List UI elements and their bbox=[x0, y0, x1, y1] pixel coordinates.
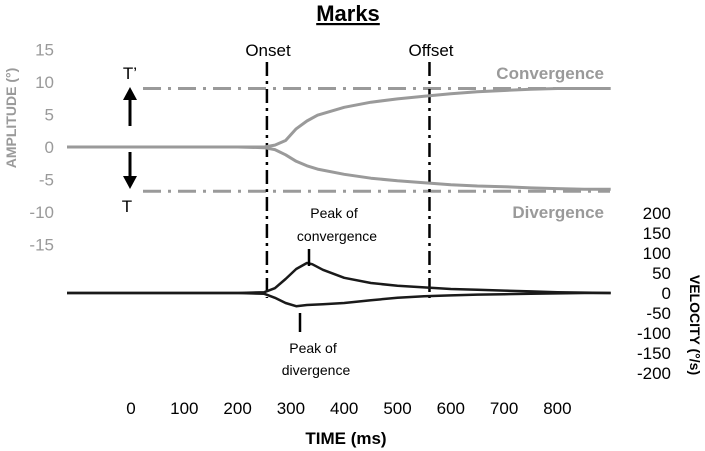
x-tick-label: 200 bbox=[223, 399, 251, 418]
convergence-series-line bbox=[67, 87, 611, 149]
data-series bbox=[67, 87, 611, 308]
x-tick-label: 0 bbox=[126, 399, 135, 418]
right-tick-label: -50 bbox=[646, 304, 671, 323]
divergence-label: Divergence bbox=[512, 203, 604, 222]
x-axis-tick-labels: 0 100 200 300 400 500 600 700 800 bbox=[126, 399, 571, 418]
x-tick-label: 800 bbox=[543, 399, 571, 418]
right-tick-label: -200 bbox=[637, 364, 671, 383]
chart-title: Marks bbox=[316, 1, 380, 26]
left-axis-title: AMPLITUDE (°) bbox=[3, 68, 19, 168]
left-axis-tick-labels: 15 10 5 0 -5 -10 -15 bbox=[29, 41, 54, 255]
x-tick-label: 600 bbox=[437, 399, 465, 418]
left-tick-label: -5 bbox=[39, 171, 54, 190]
right-axis-title: VELOCITY (°/s) bbox=[687, 275, 703, 375]
reference-lines bbox=[143, 87, 610, 193]
convergence-velocity-line bbox=[67, 261, 611, 295]
left-tick-label: 15 bbox=[35, 41, 54, 60]
right-tick-label: 50 bbox=[652, 264, 671, 283]
t-prime-label: T’ bbox=[123, 64, 137, 83]
x-tick-label: 400 bbox=[330, 399, 358, 418]
peak-divergence-label-line2: divergence bbox=[282, 362, 351, 378]
right-tick-label: 0 bbox=[662, 284, 671, 303]
peak-convergence-label-line1: Peak of bbox=[310, 205, 358, 221]
peak-convergence-label-line2: convergence bbox=[297, 228, 377, 244]
right-tick-label: 100 bbox=[643, 244, 671, 263]
divergence-series-line bbox=[67, 145, 611, 191]
convergence-label: Convergence bbox=[496, 64, 604, 83]
left-tick-label: 5 bbox=[45, 106, 54, 125]
left-tick-label: -15 bbox=[29, 236, 54, 255]
left-tick-label: 0 bbox=[45, 138, 54, 157]
up-arrow bbox=[123, 87, 137, 126]
x-tick-label: 500 bbox=[383, 399, 411, 418]
offset-label: Offset bbox=[408, 41, 453, 60]
x-tick-label: 300 bbox=[277, 399, 305, 418]
divergence-velocity-line bbox=[67, 291, 611, 308]
left-tick-label: -10 bbox=[29, 203, 54, 222]
t-label: T bbox=[122, 197, 132, 216]
marker-lines bbox=[265, 62, 431, 298]
x-axis-title: TIME (ms) bbox=[305, 429, 386, 448]
right-tick-label: 200 bbox=[643, 204, 671, 223]
peak-divergence-label-line1: Peak of bbox=[289, 340, 337, 356]
right-tick-label: 150 bbox=[643, 224, 671, 243]
right-tick-label: -100 bbox=[637, 324, 671, 343]
down-arrow bbox=[123, 152, 137, 189]
onset-label: Onset bbox=[245, 41, 291, 60]
right-tick-label: -150 bbox=[637, 344, 671, 363]
x-tick-label: 100 bbox=[170, 399, 198, 418]
x-tick-label: 700 bbox=[490, 399, 518, 418]
left-tick-label: 10 bbox=[35, 73, 54, 92]
